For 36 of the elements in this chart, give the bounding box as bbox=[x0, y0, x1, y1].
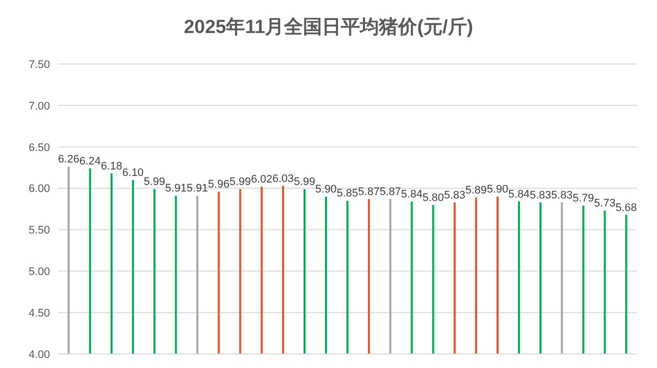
data-label: 5.85 bbox=[336, 188, 358, 200]
data-label: 5.90 bbox=[486, 184, 508, 196]
data-label: 5.89 bbox=[465, 184, 487, 196]
data-label: 5.99 bbox=[229, 176, 251, 188]
data-label: 6.18 bbox=[100, 160, 122, 172]
y-tick-label: 5.50 bbox=[28, 224, 50, 237]
data-label: 5.84 bbox=[508, 188, 530, 201]
y-tick-label: 6.00 bbox=[28, 183, 50, 196]
y-tick-label: 4.50 bbox=[28, 307, 50, 320]
data-label: 6.02 bbox=[250, 174, 272, 186]
data-label: 5.73 bbox=[594, 198, 616, 210]
data-label: 6.03 bbox=[272, 172, 294, 185]
data-label: 5.68 bbox=[615, 202, 637, 214]
y-tick-label: 7.00 bbox=[28, 100, 50, 112]
data-label: 5.99 bbox=[294, 176, 316, 188]
data-label: 5.87 bbox=[358, 186, 380, 198]
data-label: 5.87 bbox=[380, 186, 402, 198]
y-tick-label: 4.00 bbox=[28, 348, 50, 361]
y-tick-label: 5.00 bbox=[28, 266, 50, 278]
data-label: 5.91 bbox=[186, 182, 208, 195]
data-label: 5.91 bbox=[165, 182, 187, 195]
y-tick-label: 7.50 bbox=[28, 58, 50, 71]
data-label: 5.80 bbox=[422, 192, 444, 204]
data-label: 6.10 bbox=[122, 167, 144, 179]
data-label: 5.84 bbox=[401, 188, 422, 201]
data-label: 5.90 bbox=[315, 184, 337, 196]
data-label: 5.79 bbox=[572, 192, 594, 205]
data-label: 5.96 bbox=[208, 178, 230, 191]
data-label: 5.83 bbox=[530, 189, 552, 202]
data-label: 5.99 bbox=[144, 176, 166, 188]
data-label: 6.24 bbox=[79, 155, 101, 168]
data-label: 5.83 bbox=[444, 189, 466, 202]
data-label: 5.83 bbox=[551, 189, 573, 202]
data-label: 6.26 bbox=[58, 154, 80, 166]
chart-title: 2025年11月全国日平均猪价(元/斤) bbox=[182, 16, 474, 40]
y-tick-label: 6.50 bbox=[28, 142, 50, 154]
